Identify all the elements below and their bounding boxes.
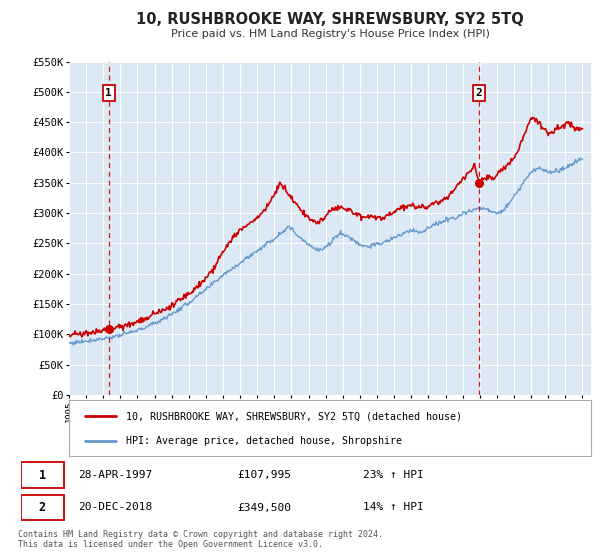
Text: 2: 2 [39,501,46,514]
Text: 10, RUSHBROOKE WAY, SHREWSBURY, SY2 5TQ: 10, RUSHBROOKE WAY, SHREWSBURY, SY2 5TQ [136,12,524,27]
Text: 23% ↑ HPI: 23% ↑ HPI [363,470,424,480]
Text: Contains HM Land Registry data © Crown copyright and database right 2024.
This d: Contains HM Land Registry data © Crown c… [18,530,383,549]
Text: Price paid vs. HM Land Registry's House Price Index (HPI): Price paid vs. HM Land Registry's House … [170,29,490,39]
FancyBboxPatch shape [21,494,64,520]
Text: 1: 1 [39,469,46,482]
Text: £349,500: £349,500 [238,502,292,512]
Text: 10, RUSHBROOKE WAY, SHREWSBURY, SY2 5TQ (detached house): 10, RUSHBROOKE WAY, SHREWSBURY, SY2 5TQ … [127,411,463,421]
Text: 2: 2 [476,88,482,98]
Text: 20-DEC-2018: 20-DEC-2018 [78,502,152,512]
Text: 28-APR-1997: 28-APR-1997 [78,470,152,480]
Text: HPI: Average price, detached house, Shropshire: HPI: Average price, detached house, Shro… [127,436,403,446]
Text: £107,995: £107,995 [238,470,292,480]
Text: 14% ↑ HPI: 14% ↑ HPI [363,502,424,512]
Text: 1: 1 [106,88,112,98]
FancyBboxPatch shape [21,463,64,488]
